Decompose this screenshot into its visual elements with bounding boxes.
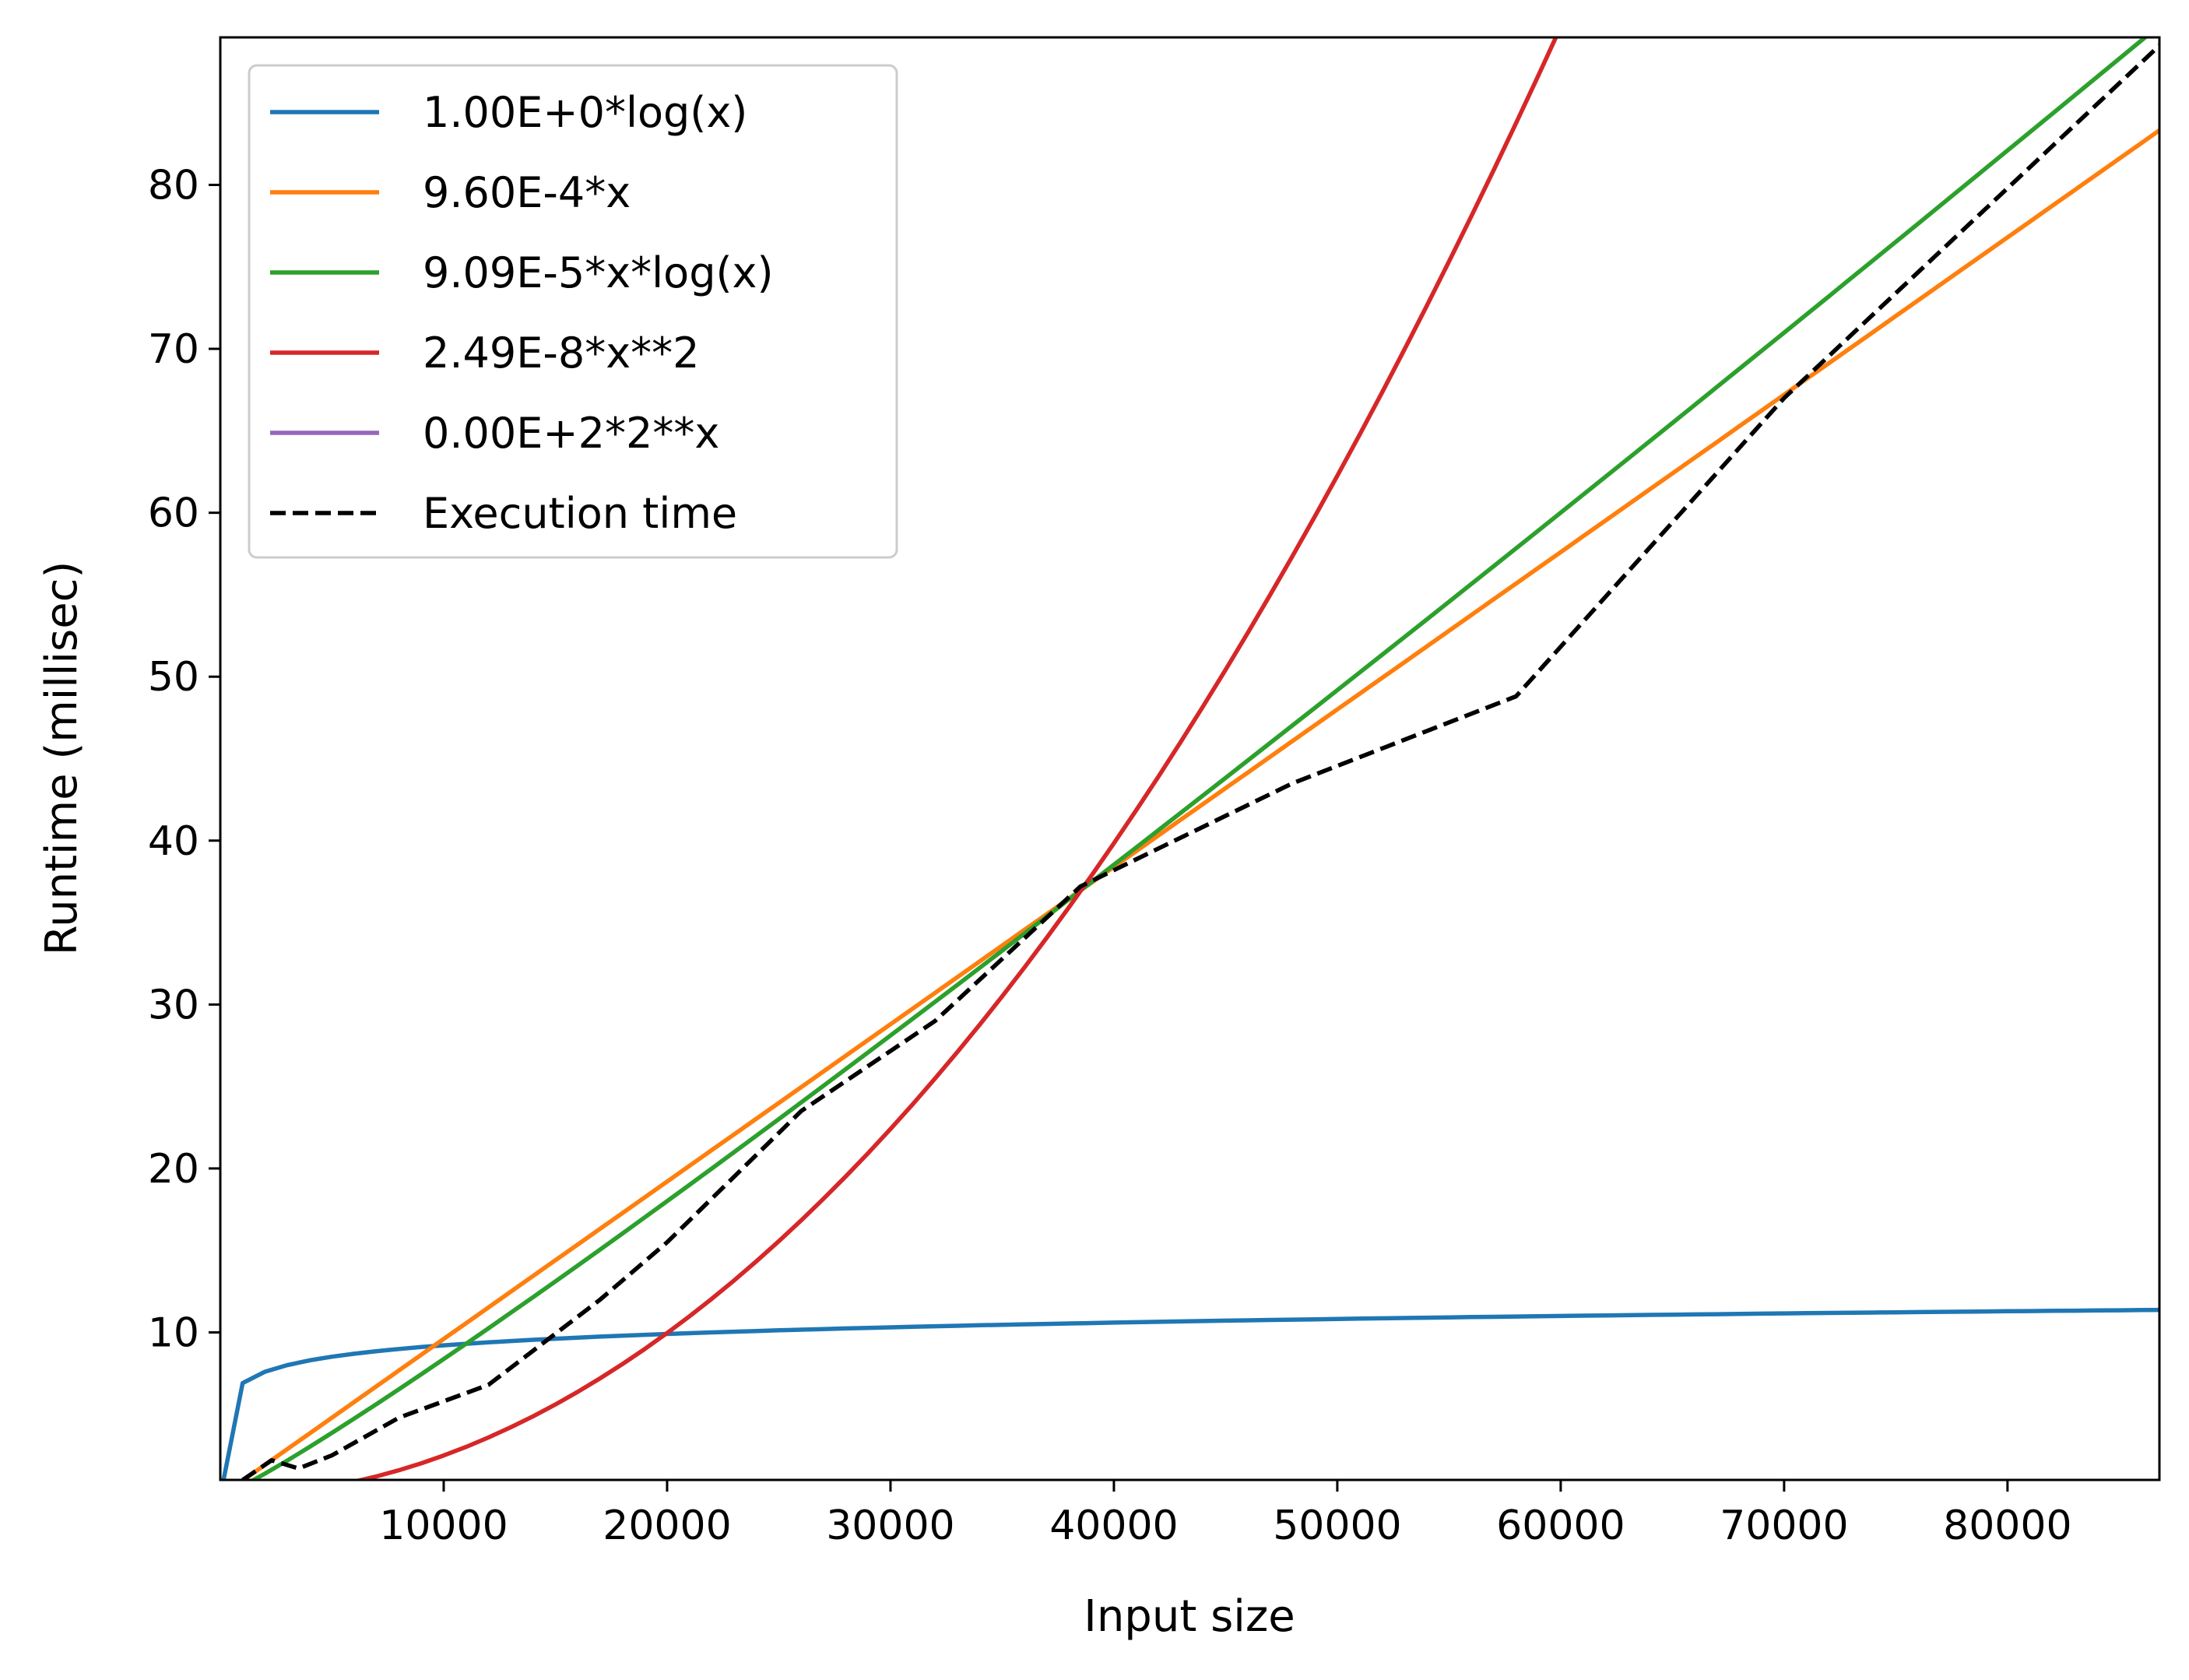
legend-label: 2.49E-8*x**2 [423, 329, 700, 378]
x-tick-label: 70000 [1720, 1503, 1848, 1549]
plot-frame [219, 36, 2161, 1481]
legend: 1.00E+0*log(x) 9.60E-4*x 9.09E-5*x*log(x) 2… [248, 64, 898, 559]
x-tick-label: 30000 [826, 1503, 954, 1549]
legend-label: 0.00E+2*2**x [423, 409, 719, 458]
y-tick-label: 70 [148, 326, 199, 373]
y-tick-label: 10 [148, 1309, 199, 1356]
x-tick-label: 20000 [603, 1503, 731, 1549]
y-tick-label: 20 [148, 1146, 199, 1193]
x-axis-label: Input size [1084, 1591, 1295, 1642]
series-line [221, 1307, 2159, 1480]
x-tick-label: 80000 [1943, 1503, 2071, 1549]
legend-label: 9.09E-5*x*log(x) [423, 248, 774, 297]
y-tick-label: 40 [148, 818, 199, 865]
series-line [241, 44, 2159, 1480]
x-tick-label: 60000 [1496, 1503, 1625, 1549]
series-line [352, 37, 1558, 1480]
y-axis-label: Runtime (millisec) [37, 561, 87, 956]
x-tick-label: 10000 [379, 1503, 508, 1549]
y-tick-label: 50 [148, 654, 199, 701]
legend-label: 9.60E-4*x [423, 168, 631, 217]
x-axis: 10000 20000 30000 40000 50000 60000 70000 80000 [379, 1480, 2072, 1549]
legend-label: 1.00E+0*log(x) [423, 88, 747, 137]
x-tick-label: 50000 [1273, 1503, 1401, 1549]
x-tick-label: 40000 [1049, 1503, 1178, 1549]
series-line [240, 128, 2159, 1480]
legend-box [248, 64, 898, 559]
y-tick-label: 60 [148, 490, 199, 537]
series-layer [221, 37, 2159, 1480]
y-axis: 10 20 30 40 50 60 70 80 [148, 163, 220, 1356]
y-tick-label: 80 [148, 163, 199, 209]
y-tick-label: 30 [148, 982, 199, 1028]
series-line [249, 37, 2149, 1480]
legend-label: Execution time [423, 489, 737, 538]
